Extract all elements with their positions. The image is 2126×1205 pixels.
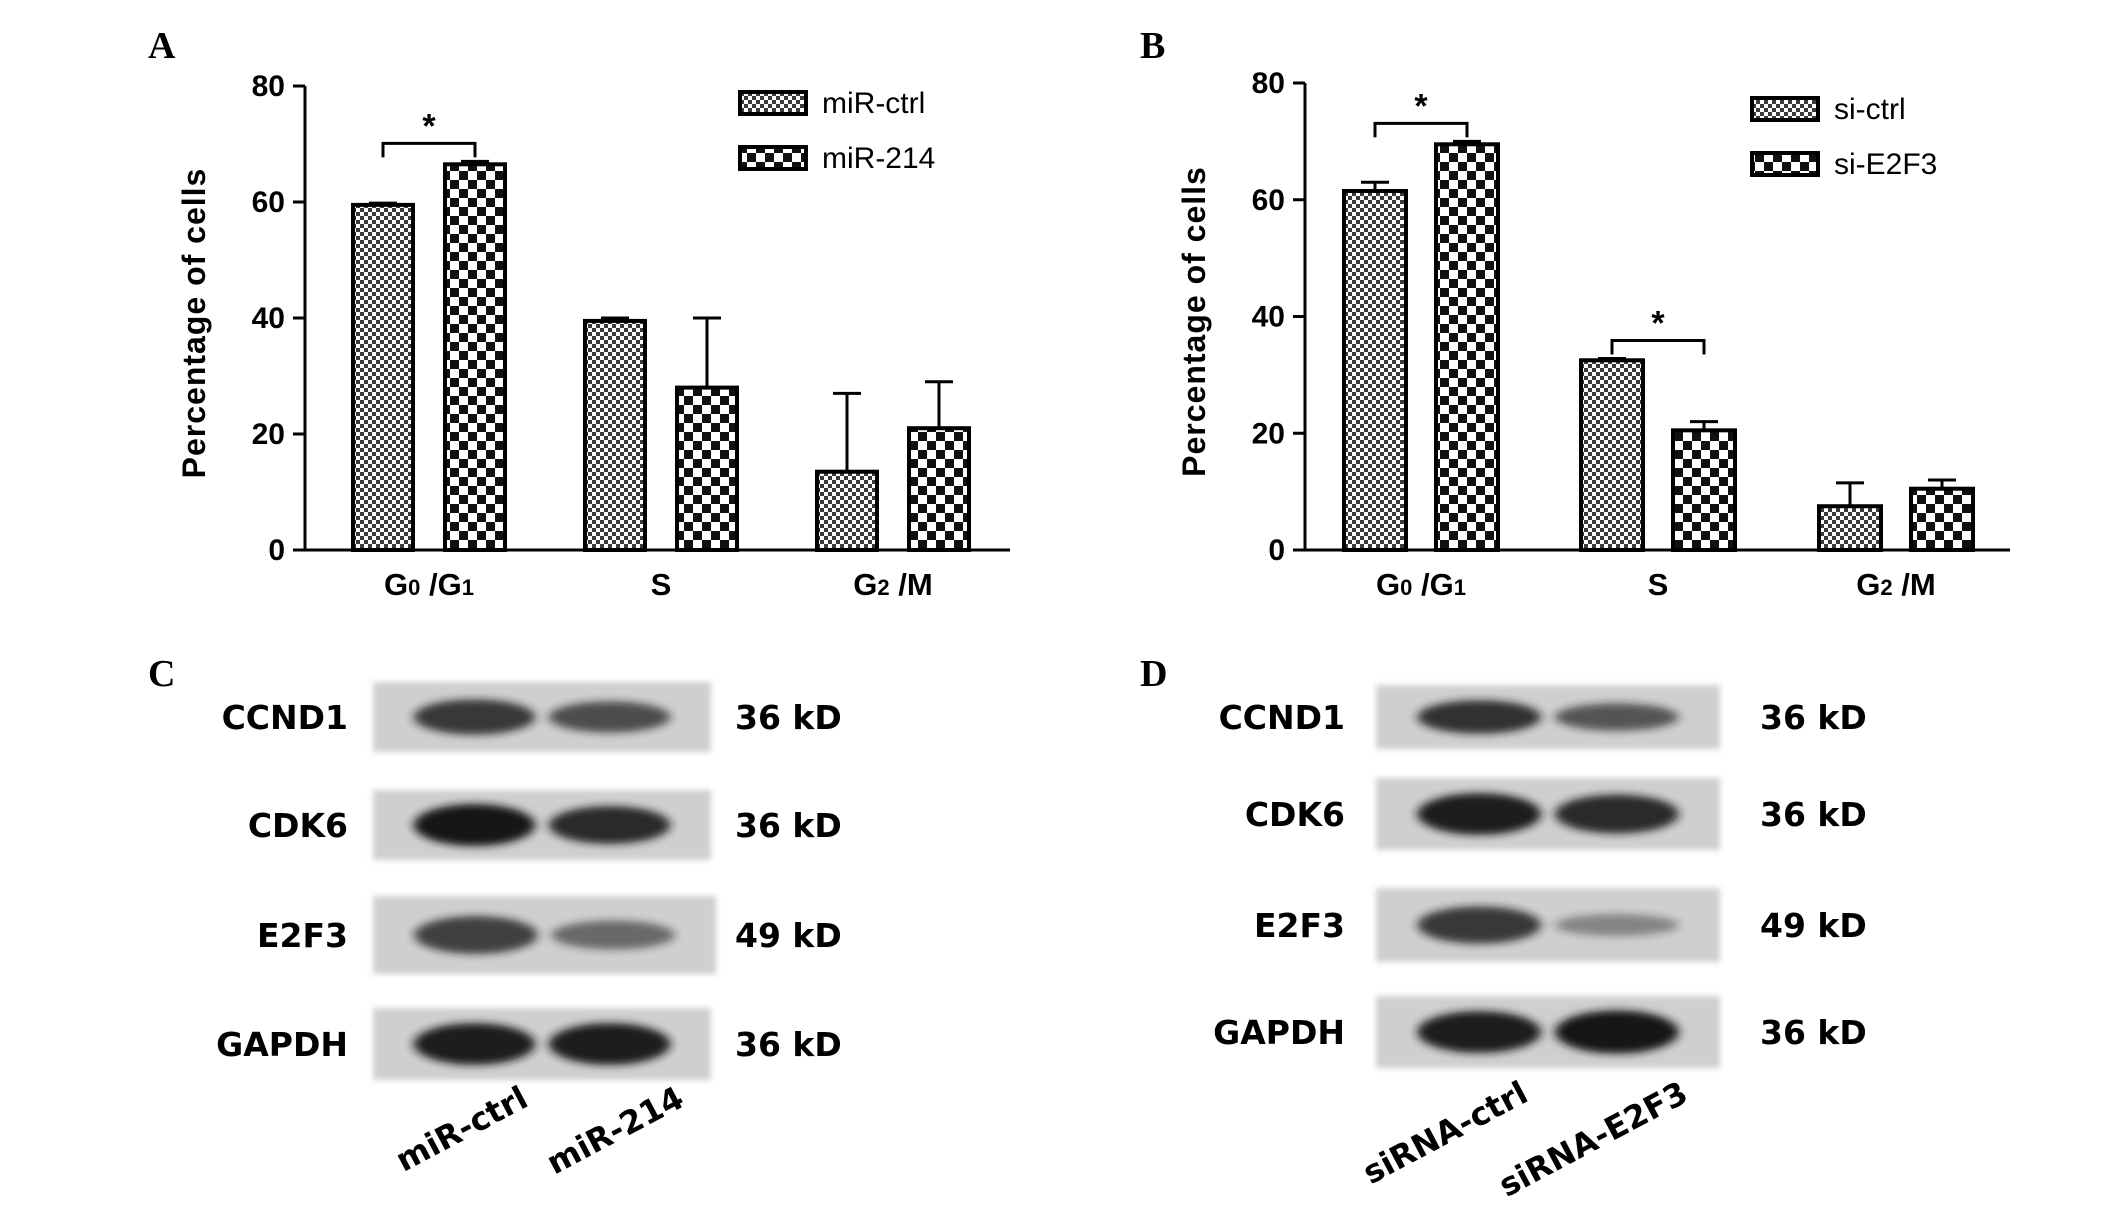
blot-band-d-e2f3-lane-1: [1417, 906, 1542, 944]
blot-band-d-gapdh-lane-2: [1554, 1010, 1679, 1054]
y-tick-label-b-20: 20: [1252, 417, 1285, 450]
protein-label-c-cdk6: CDK6: [248, 806, 348, 845]
legend-label-b-si-e2f3: si-E2F3: [1834, 148, 1937, 181]
bar-a-mir-ctrl-1: [583, 318, 647, 552]
bar-b-si-ctrl-0: [1342, 188, 1408, 552]
bar-b-si-ctrl-2: [1817, 504, 1883, 552]
y-axis-label-a: Percentage of cells: [176, 168, 212, 479]
kd-label-d-cdk6: 36 kD: [1760, 795, 1867, 834]
y-tick-label-a-40: 40: [252, 302, 285, 335]
bar-a-mir-214-2: [907, 426, 971, 553]
panel-letter-a: A: [148, 25, 176, 67]
protein-label-d-cdk6: CDK6: [1245, 795, 1345, 834]
significance-star-b-1: *: [1651, 305, 1665, 343]
bar-b-si-ctrl-1: [1579, 358, 1645, 552]
lane-label-c-mir-214: miR-214: [540, 1079, 689, 1183]
blot-band-d-gapdh-lane-1: [1417, 1011, 1542, 1053]
blot-band-c-e2f3-lane-2: [551, 920, 675, 950]
significance-bracket-a-0: [381, 141, 477, 158]
blot-band-d-e2f3-lane-2: [1554, 914, 1679, 936]
legend-label-b-si-ctrl: si-ctrl: [1834, 93, 1906, 126]
category-label-a-2: G2 /M: [853, 567, 932, 602]
significance-star-b-0: *: [1414, 87, 1428, 125]
bar-a-mir-ctrl-2: [815, 469, 879, 553]
y-tick-label-a-80: 80: [252, 70, 285, 103]
y-axis-label-b: Percentage of cells: [1176, 166, 1212, 477]
y-tick-label-a-60: 60: [252, 186, 285, 219]
protein-label-d-e2f3: E2F3: [1254, 906, 1345, 945]
panel-letter-d: D: [1140, 653, 1167, 695]
panel-letter-b: B: [1140, 25, 1165, 67]
blot-band-d-ccnd1-lane-2: [1554, 703, 1679, 731]
panel-letter-c: C: [148, 653, 175, 695]
protein-label-c-gapdh: GAPDH: [216, 1025, 348, 1064]
blot-band-c-e2f3-lane-1: [414, 916, 538, 954]
blot-band-c-ccnd1-lane-2: [548, 701, 671, 733]
y-tick-label-b-80: 80: [1252, 67, 1285, 100]
bar-b-si-e2f3-0: [1434, 142, 1500, 552]
y-tick-label-a-20: 20: [252, 418, 285, 451]
chart-a-cell-cycle: 0 20 40 60 80 Percentage of cells G0 /G1 S G2 /M…: [176, 70, 1010, 602]
kd-label-d-e2f3: 49 kD: [1760, 906, 1867, 945]
blot-band-d-cdk6-lane-2: [1554, 794, 1679, 834]
bar-b-si-e2f3-2: [1909, 486, 1975, 552]
western-blot-c: CCND1 36 kD CDK6 36 kD E2F3 49 kD GAPDH 36 kD mi…: [216, 682, 842, 1182]
category-label-a-1: S: [651, 567, 672, 602]
blot-band-d-ccnd1-lane-1: [1417, 700, 1542, 734]
y-tick-label-b-40: 40: [1252, 301, 1285, 334]
blot-band-c-gapdh-lane-1: [413, 1023, 536, 1065]
protein-label-c-e2f3: E2F3: [257, 916, 348, 955]
y-tick-label-a-0: 0: [268, 534, 285, 567]
legend-swatch-a-mir-214: [738, 145, 808, 171]
kd-label-d-gapdh: 36 kD: [1760, 1013, 1867, 1052]
y-tick-label-b-60: 60: [1252, 184, 1285, 217]
category-label-b-0: G0 /G1: [1376, 567, 1466, 602]
legend-label-a-mir-ctrl: miR-ctrl: [822, 87, 925, 120]
legend-swatch-b-si-e2f3: [1750, 151, 1820, 177]
legend-label-a-mir-214: miR-214: [822, 142, 935, 175]
protein-label-c-ccnd1: CCND1: [222, 698, 348, 737]
kd-label-c-cdk6: 36 kD: [735, 806, 842, 845]
category-label-a-0: G0 /G1: [384, 567, 474, 602]
category-label-b-2: G2 /M: [1856, 567, 1935, 602]
kd-label-c-gapdh: 36 kD: [735, 1025, 842, 1064]
blot-band-c-cdk6-lane-2: [548, 805, 671, 845]
protein-label-d-gapdh: GAPDH: [1213, 1013, 1345, 1052]
significance-bracket-b-0: [1373, 121, 1469, 138]
bar-a-mir-214-1: [675, 385, 739, 552]
bar-a-mir-214-0: [443, 162, 507, 553]
legend-swatch-a-mir-ctrl: [738, 90, 808, 116]
significance-bracket-b-1: [1610, 339, 1706, 355]
category-label-b-1: S: [1648, 567, 1669, 602]
significance-star-a-0: *: [422, 107, 436, 145]
bar-a-mir-ctrl-0: [351, 202, 415, 552]
blot-band-c-gapdh-lane-2: [548, 1023, 671, 1065]
chart-b-cell-cycle: 0 20 40 60 80 Percentage of cells G0 /G1 S G2 /M…: [1176, 67, 2010, 602]
blot-band-c-ccnd1-lane-1: [413, 699, 536, 735]
kd-label-c-e2f3: 49 kD: [735, 916, 842, 955]
bar-b-si-e2f3-1: [1671, 428, 1737, 552]
lane-label-c-mir-ctrl: miR-ctrl: [389, 1079, 533, 1180]
protein-label-d-ccnd1: CCND1: [1219, 698, 1345, 737]
kd-label-d-ccnd1: 36 kD: [1760, 698, 1867, 737]
kd-label-c-ccnd1: 36 kD: [735, 698, 842, 737]
blot-band-d-cdk6-lane-1: [1417, 793, 1542, 835]
y-tick-label-b-0: 0: [1268, 534, 1285, 567]
blot-band-c-cdk6-lane-1: [413, 804, 536, 846]
legend-swatch-b-si-ctrl: [1750, 96, 1820, 122]
